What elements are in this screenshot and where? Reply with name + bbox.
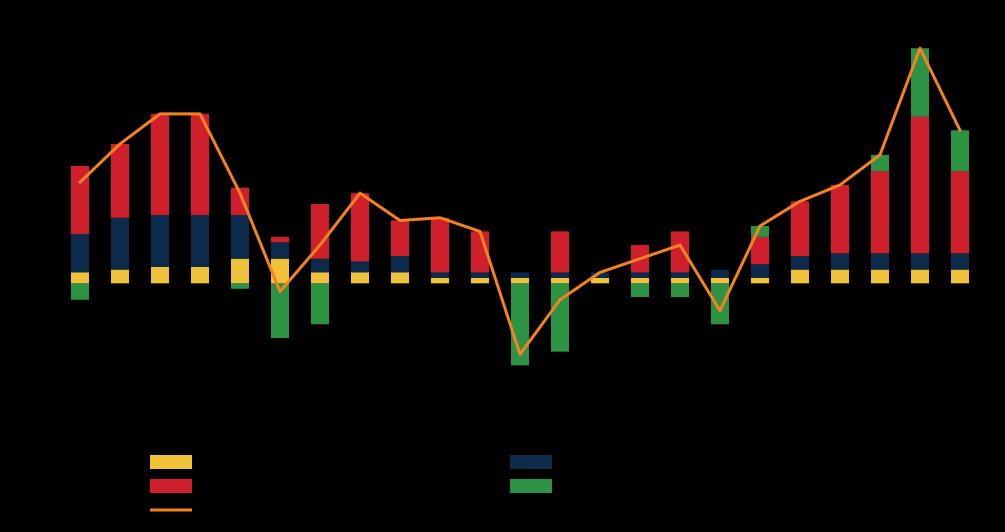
bar-government_related xyxy=(671,278,689,283)
bar-household xyxy=(831,253,849,269)
bar-government_related xyxy=(471,278,489,283)
contributions-chart: Government-related Non-financial corporat… xyxy=(0,0,1005,532)
legend-label-financial_sector: Financial sector xyxy=(562,478,667,495)
bar-non_financial_corporation xyxy=(391,220,409,256)
bar-household xyxy=(751,264,769,278)
bar-financial_sector xyxy=(231,283,249,288)
legend-swatch-non_financial_corporation xyxy=(150,479,192,493)
bar-household xyxy=(791,256,809,270)
bar-government_related xyxy=(871,270,889,284)
bar-financial_sector xyxy=(631,283,649,297)
bar-household xyxy=(71,234,89,272)
legend-swatch-financial_sector xyxy=(510,479,552,493)
bar-household xyxy=(191,215,209,267)
bar-non_financial_corporation xyxy=(111,144,129,218)
bar-government_related xyxy=(391,272,409,283)
bar-financial_sector xyxy=(871,155,889,171)
legend-label-non_financial_corporation: Non-financial corporation xyxy=(202,478,369,495)
bar-non_financial_corporation xyxy=(431,218,449,273)
bar-non_financial_corporation xyxy=(551,231,569,272)
bar-government_related xyxy=(551,278,569,283)
bar-government_related xyxy=(631,278,649,283)
bar-household xyxy=(671,272,689,277)
bar-household xyxy=(231,215,249,259)
bar-government_related xyxy=(351,272,369,283)
bar-household xyxy=(551,272,569,277)
bar-government_related xyxy=(71,272,89,283)
bar-government_related xyxy=(751,278,769,283)
bar-non_financial_corporation xyxy=(271,237,289,242)
bar-household xyxy=(351,261,369,272)
bar-financial_sector xyxy=(71,283,89,299)
bar-household xyxy=(311,259,329,273)
bar-financial_sector xyxy=(671,283,689,297)
bar-household xyxy=(391,256,409,272)
bar-financial_sector xyxy=(711,283,729,324)
bar-household xyxy=(431,272,449,277)
bar-government_related xyxy=(711,278,729,283)
bar-household xyxy=(511,272,529,277)
bar-government_related xyxy=(231,259,249,284)
bar-financial_sector xyxy=(311,283,329,324)
bar-government_related xyxy=(311,272,329,283)
legend-swatch-household xyxy=(510,455,552,469)
bar-government_related xyxy=(951,270,969,284)
bar-non_financial_corporation xyxy=(871,171,889,253)
bar-household xyxy=(151,215,169,267)
bar-household xyxy=(871,253,889,269)
chart-bg xyxy=(0,0,1005,532)
bar-government_related xyxy=(511,278,529,283)
bar-household xyxy=(951,253,969,269)
bar-household xyxy=(271,242,289,258)
legend-label-government_related: Government-related xyxy=(202,454,335,471)
bar-non_financial_corporation xyxy=(831,185,849,253)
bar-household xyxy=(471,272,489,277)
bar-household xyxy=(711,270,729,278)
bar-government_related xyxy=(431,278,449,283)
bar-household xyxy=(631,272,649,277)
bar-government_related xyxy=(791,270,809,284)
bar-non_financial_corporation xyxy=(911,117,929,254)
legend-swatch-government_related xyxy=(150,455,192,469)
bar-household xyxy=(111,218,129,270)
bar-non_financial_corporation xyxy=(791,201,809,256)
bar-financial_sector xyxy=(551,283,569,351)
bar-non_financial_corporation xyxy=(151,114,169,215)
legend-label-total: Total xyxy=(202,502,234,519)
bar-non_financial_corporation xyxy=(951,171,969,253)
bar-government_related xyxy=(191,267,209,283)
bar-financial_sector xyxy=(951,130,969,171)
legend-label-household: Household xyxy=(562,454,634,471)
bar-government_related xyxy=(911,270,929,284)
bar-government_related xyxy=(151,267,169,283)
bar-government_related xyxy=(831,270,849,284)
bar-non_financial_corporation xyxy=(671,231,689,272)
bar-government_related xyxy=(591,278,609,283)
bar-government_related xyxy=(111,270,129,284)
bar-household xyxy=(911,253,929,269)
